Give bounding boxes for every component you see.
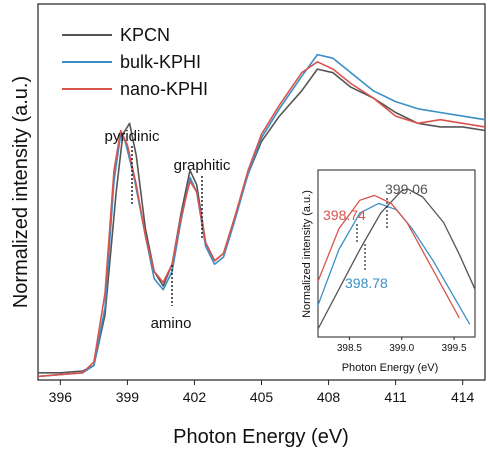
- inset-x-tick-label: 399.0: [389, 343, 414, 354]
- inset-x-axis-label: Photon Energy (eV): [342, 362, 439, 374]
- inset-x-tick-label: 399.5: [442, 343, 467, 354]
- main-x-tick-label: 399: [116, 389, 140, 405]
- legend-label-nano-kphi: nano-KPHI: [120, 79, 208, 99]
- inset: 398.5 399.0 399.5 Photon Energy (eV) Norma…: [301, 169, 476, 374]
- inset-x-ticks: 398.5 399.0 399.5: [337, 337, 467, 354]
- main-x-ticks: 396 399 402 405 408 411 414: [49, 380, 475, 405]
- main-x-axis-label: Photon Energy (eV): [173, 426, 349, 448]
- main-x-tick-label: 396: [49, 389, 73, 405]
- inset-peak-label-bulk-kphi: 398.78: [345, 275, 388, 291]
- inset-series-line-nano-kphi: [317, 194, 460, 319]
- legend-label-bulk-kphi: bulk-KPHI: [120, 52, 201, 72]
- legend-label-kpcn: KPCN: [120, 25, 170, 45]
- inset-x-tick-label: 398.5: [337, 343, 362, 354]
- inset-series: [317, 188, 476, 330]
- peak-annotations: pyridinic amino graphitic: [104, 128, 230, 332]
- main-series-line-bulk-kphi: [37, 53, 486, 378]
- annotation-graphitic: graphitic: [174, 157, 231, 174]
- inset-series-line-kpcn: [317, 188, 476, 330]
- annotation-amino: amino: [151, 315, 192, 332]
- main-y-axis-label: Normalized intensity (a.u.): [10, 76, 32, 308]
- main-series: [37, 53, 486, 378]
- main-series-line-nano-kphi: [37, 61, 486, 378]
- inset-peak-label-kpcn: 399.06: [385, 181, 428, 197]
- main-x-tick-label: 402: [183, 389, 207, 405]
- main-x-tick-label: 405: [250, 389, 274, 405]
- legend: KPCN bulk-KPHI nano-KPHI: [62, 25, 208, 99]
- annotation-pyridinic: pyridinic: [104, 128, 160, 145]
- main-x-tick-label: 408: [317, 389, 341, 405]
- main-x-tick-label: 414: [451, 389, 475, 405]
- main-x-tick-label: 411: [384, 389, 407, 405]
- inset-y-axis-label: Normalized intensity (a.u.): [301, 190, 313, 318]
- inset-frame: [317, 169, 476, 338]
- inset-peak-label-nano-kphi: 398.74: [323, 207, 366, 223]
